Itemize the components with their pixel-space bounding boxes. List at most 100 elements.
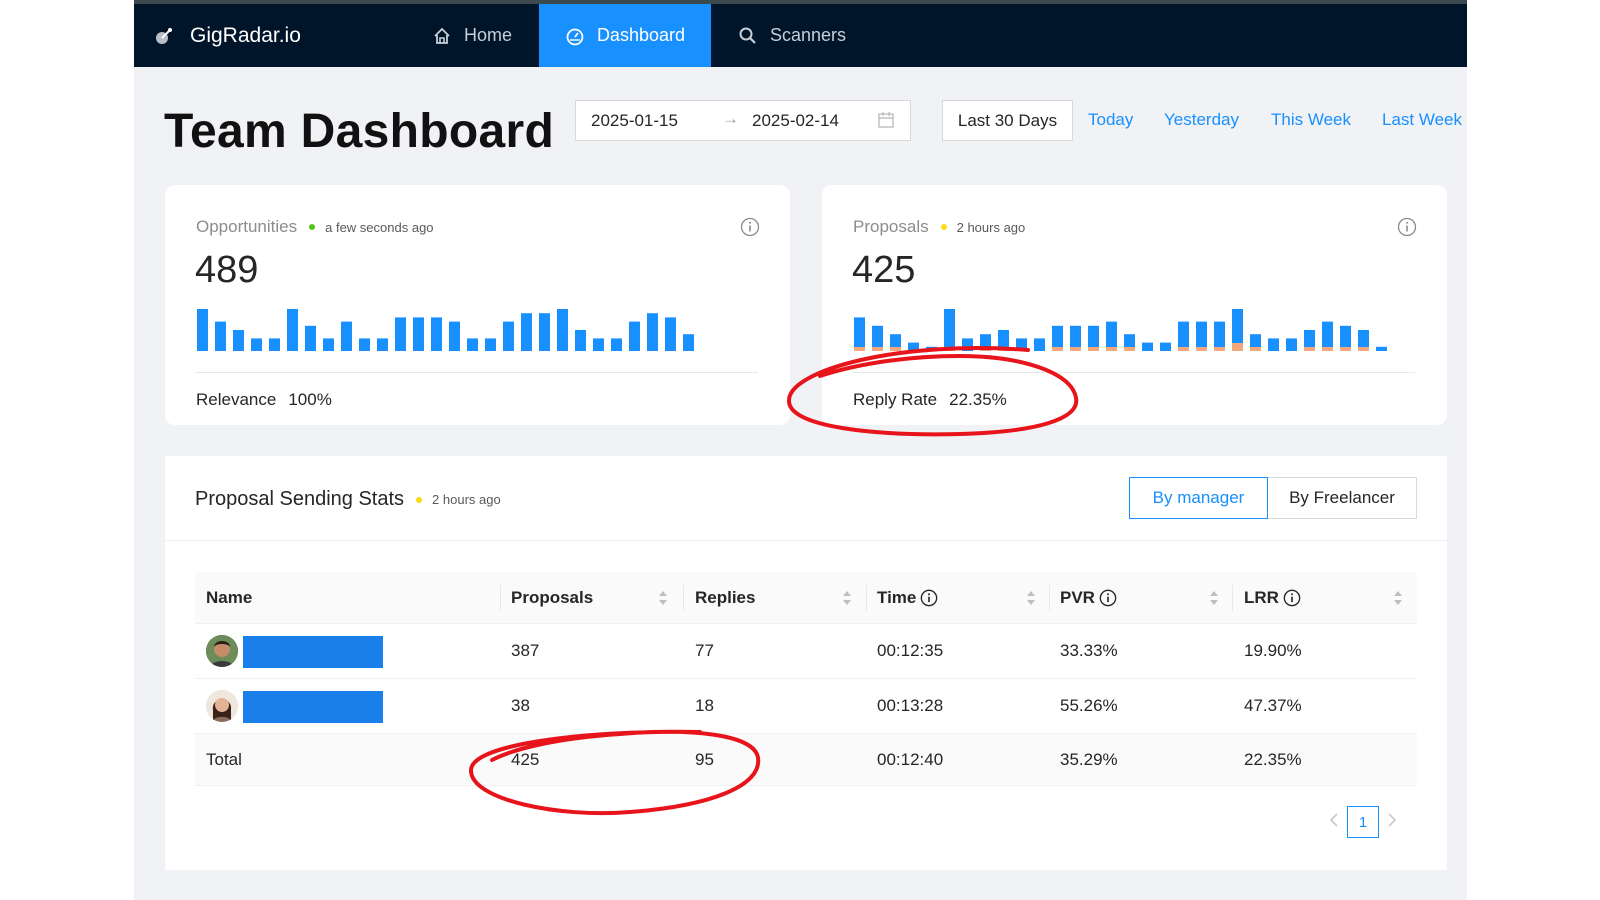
relevance-value: 100% <box>288 390 332 409</box>
brand[interactable]: GigRadar.io <box>154 4 301 67</box>
spark-bar <box>593 338 604 351</box>
spark-bar <box>449 321 460 351</box>
cell-lrr: 47.37% <box>1244 696 1302 715</box>
spark-reply-bar <box>1106 347 1117 351</box>
col-time-label: Time <box>877 588 917 607</box>
spark-bar <box>1268 338 1279 351</box>
info-icon[interactable] <box>1283 589 1301 607</box>
col-lrr[interactable]: LRR <box>1244 572 1301 624</box>
proposals-card: Proposals 2 hours ago 425 Reply Rate 22.3… <box>822 185 1447 425</box>
page-number[interactable]: 1 <box>1347 806 1379 838</box>
spark-reply-bar <box>1232 343 1243 351</box>
info-icon[interactable] <box>1099 589 1117 607</box>
spark-reply-bar <box>1322 347 1333 351</box>
updated-time: 2 hours ago <box>956 219 1026 235</box>
spark-bar <box>323 338 334 351</box>
nav-item-scanners[interactable]: Scanners <box>712 4 872 67</box>
stats-divider <box>165 540 1447 541</box>
table-row[interactable]: 38 18 00:13:28 55.26% 47.37% <box>195 679 1417 734</box>
spark-bar <box>1070 325 1081 351</box>
spark-bar <box>1304 330 1315 351</box>
next-page-icon[interactable] <box>1385 812 1399 833</box>
spark-bar <box>215 321 226 351</box>
nav-item-label: Scanners <box>770 25 847 45</box>
cell-proposals: 387 <box>511 641 540 660</box>
col-pvr-label: PVR <box>1060 588 1095 607</box>
redacted-name <box>243 636 383 668</box>
spark-bar <box>683 334 694 351</box>
spark-bar <box>1142 342 1153 351</box>
preset-yesterday[interactable]: Yesterday <box>1164 110 1239 129</box>
spark-bar <box>395 317 406 351</box>
cell-time: 00:12:40 <box>877 749 944 769</box>
preset-today[interactable]: Today <box>1088 110 1134 129</box>
col-divider <box>683 585 684 611</box>
spark-bar <box>1178 321 1189 351</box>
col-divider <box>1049 585 1050 611</box>
info-icon[interactable] <box>740 217 760 242</box>
col-replies[interactable]: Replies <box>695 588 756 607</box>
spark-bar <box>557 309 568 351</box>
sort-icon[interactable] <box>1209 589 1219 612</box>
by-manager-toggle[interactable]: By manager <box>1129 477 1268 519</box>
updated-time: 2 hours ago <box>432 492 501 507</box>
spark-bar <box>1088 325 1099 351</box>
reply-rate-value: 22.35% <box>949 390 1007 409</box>
sort-icon[interactable] <box>1393 589 1403 612</box>
spark-reply-bar <box>1088 347 1099 351</box>
spark-bar <box>1106 321 1117 351</box>
opportunities-sparkline <box>197 309 694 351</box>
spark-bar <box>872 325 883 351</box>
start-date-input[interactable]: 2025-01-15 <box>591 111 678 130</box>
cell-pvr: 33.33% <box>1060 641 1118 660</box>
col-proposals[interactable]: Proposals <box>511 588 594 607</box>
spark-bar <box>980 334 991 351</box>
spark-reply-bar <box>1178 347 1189 351</box>
nav-item-dashboard[interactable]: Dashboard <box>539 4 711 67</box>
preset-last-week[interactable]: Last Week <box>1382 110 1463 129</box>
spark-bar <box>1214 321 1225 351</box>
card-title: Proposals <box>853 217 929 236</box>
spark-bar <box>1286 338 1297 351</box>
pagination: 1 <box>1327 806 1399 838</box>
info-icon[interactable] <box>920 589 938 607</box>
spark-bar <box>305 325 316 351</box>
avatar <box>206 690 238 722</box>
cell-total-label: Total <box>206 749 242 769</box>
spark-bar <box>233 330 244 351</box>
nav-item-home[interactable]: Home <box>406 4 538 67</box>
col-divider <box>866 585 867 611</box>
range-arrow-icon: → <box>722 109 739 128</box>
prev-page-icon[interactable] <box>1327 812 1341 833</box>
opportunities-card: Opportunities a few seconds ago 489 Rele… <box>165 185 790 425</box>
col-pvr[interactable]: PVR <box>1060 572 1117 624</box>
date-range-picker[interactable]: 2025-01-15 → 2025-02-14 <box>575 100 911 141</box>
cell-pvr: 55.26% <box>1060 696 1118 715</box>
updated-time: a few seconds ago <box>325 219 434 235</box>
sort-icon[interactable] <box>1026 589 1036 612</box>
spark-bar <box>575 330 586 351</box>
preset-last-30-days[interactable]: Last 30 Days <box>942 100 1073 141</box>
spark-bar <box>908 342 919 351</box>
avatar <box>206 635 238 667</box>
preset-this-week[interactable]: This Week <box>1271 110 1351 129</box>
spark-reply-bar <box>1052 347 1063 351</box>
spark-bar <box>1376 346 1387 351</box>
end-date-input[interactable]: 2025-02-14 <box>752 111 839 130</box>
cell-time: 00:12:35 <box>877 641 944 660</box>
reply-rate-label: Reply Rate <box>853 390 938 409</box>
status-dot <box>940 224 947 230</box>
table-row[interactable]: 387 77 00:12:35 33.33% 19.90% <box>195 624 1417 679</box>
home-icon <box>434 27 450 44</box>
spark-bar <box>359 338 370 351</box>
sort-icon[interactable] <box>658 589 668 612</box>
info-icon[interactable] <box>1397 217 1417 242</box>
spark-bar <box>521 313 532 351</box>
app-window: GigRadar.io Home Dashboard Scanners Team… <box>134 0 1467 900</box>
col-name: Name <box>206 588 253 607</box>
spark-bar <box>413 317 424 351</box>
by-freelancer-toggle[interactable]: By Freelancer <box>1267 477 1417 519</box>
spark-bar <box>647 313 658 351</box>
sort-icon[interactable] <box>842 589 852 612</box>
col-time[interactable]: Time <box>877 572 938 624</box>
